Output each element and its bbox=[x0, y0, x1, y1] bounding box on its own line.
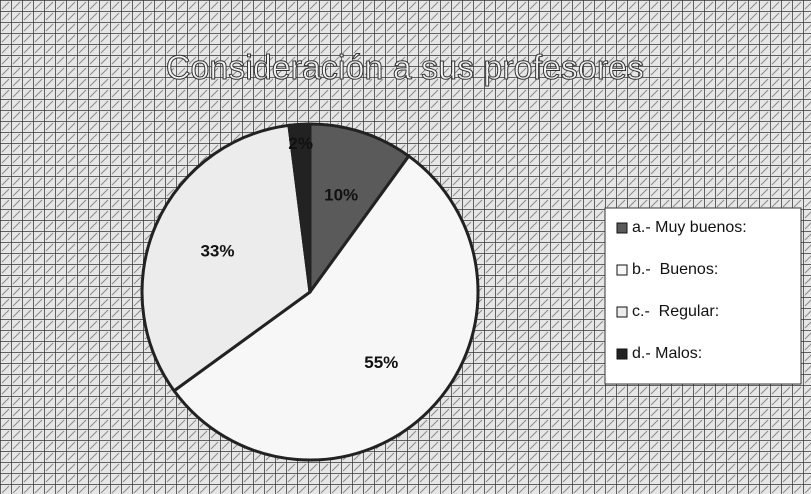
pie-slice bbox=[171, 153, 480, 462]
slice-label: 2% bbox=[288, 134, 313, 153]
pie-slice bbox=[140, 123, 312, 393]
legend-swatch bbox=[616, 348, 628, 360]
legend bbox=[604, 207, 802, 385]
pie-slice bbox=[308, 122, 411, 297]
slice-label: 10% bbox=[324, 186, 358, 205]
slice-label: 55% bbox=[364, 353, 398, 372]
legend-label: d.- Malos: bbox=[632, 345, 702, 362]
slice-label: 33% bbox=[200, 241, 234, 260]
legend-swatch bbox=[616, 264, 628, 276]
chart-title: Consideración a sus profesores bbox=[166, 49, 644, 87]
legend-label: c.- Regular: bbox=[632, 303, 719, 320]
legend-swatch bbox=[616, 222, 628, 234]
legend-swatch bbox=[616, 306, 628, 318]
pie-slice bbox=[287, 122, 312, 293]
legend-label: b.- Buenos: bbox=[632, 261, 718, 278]
legend-label: a.- Muy buenos: bbox=[632, 219, 747, 236]
